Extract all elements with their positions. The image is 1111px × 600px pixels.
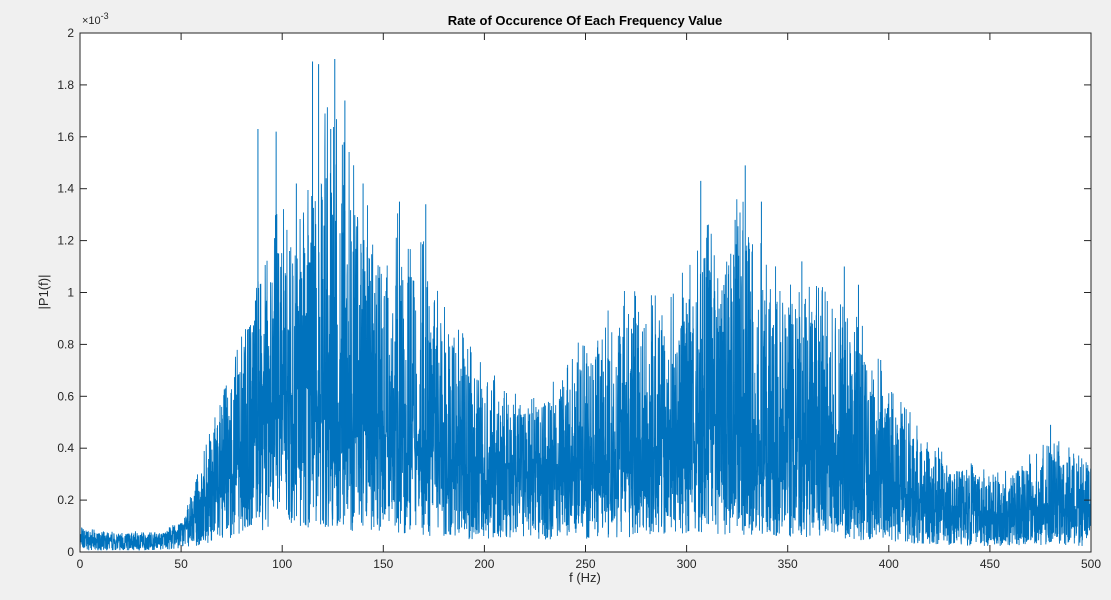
x-tick-label: 300 xyxy=(677,557,697,571)
y-tick-label: 0.8 xyxy=(57,337,74,351)
y-axis-ticks: 0 0.2 0.4 0.6 0.8 1 1.2 1.4 1.6 1.8 2 xyxy=(57,26,1091,559)
y-axis-label: |P1(f)| xyxy=(36,275,51,310)
y-tick-label: 1.6 xyxy=(57,130,74,144)
y-tick-label: 0.6 xyxy=(57,389,74,403)
x-tick-label: 50 xyxy=(174,557,188,571)
y-tick-label: 1 xyxy=(67,286,74,300)
y-tick-label: 0.2 xyxy=(57,493,74,507)
y-axis-exponent-power: -3 xyxy=(101,11,109,21)
y-tick-label: 1.2 xyxy=(57,234,74,248)
y-tick-label: 0.4 xyxy=(57,441,74,455)
x-tick-label: 450 xyxy=(980,557,1000,571)
y-tick-label: 0 xyxy=(67,545,74,559)
x-tick-label: 500 xyxy=(1081,557,1101,571)
plot-area xyxy=(79,58,1092,551)
x-tick-label: 350 xyxy=(778,557,798,571)
series-line xyxy=(79,107,1092,551)
x-tick-label: 100 xyxy=(272,557,292,571)
x-tick-label: 200 xyxy=(474,557,494,571)
y-tick-label: 1.8 xyxy=(57,78,74,92)
x-tick-label: 400 xyxy=(879,557,899,571)
x-axis-label: f (Hz) xyxy=(569,570,601,585)
y-tick-label: 1.4 xyxy=(57,182,74,196)
chart-title: Rate of Occurence Of Each Frequency Valu… xyxy=(448,13,723,28)
x-tick-label: 150 xyxy=(373,557,393,571)
x-tick-label: 250 xyxy=(575,557,595,571)
y-axis-exponent-base: ×10 xyxy=(82,15,101,27)
y-tick-label: 2 xyxy=(67,26,74,40)
x-tick-label: 0 xyxy=(77,557,84,571)
y-axis-exponent: ×10-3 xyxy=(82,11,109,27)
x-axis-ticks: 0 50 100 150 200 250 300 350 400 450 500 xyxy=(77,33,1101,571)
